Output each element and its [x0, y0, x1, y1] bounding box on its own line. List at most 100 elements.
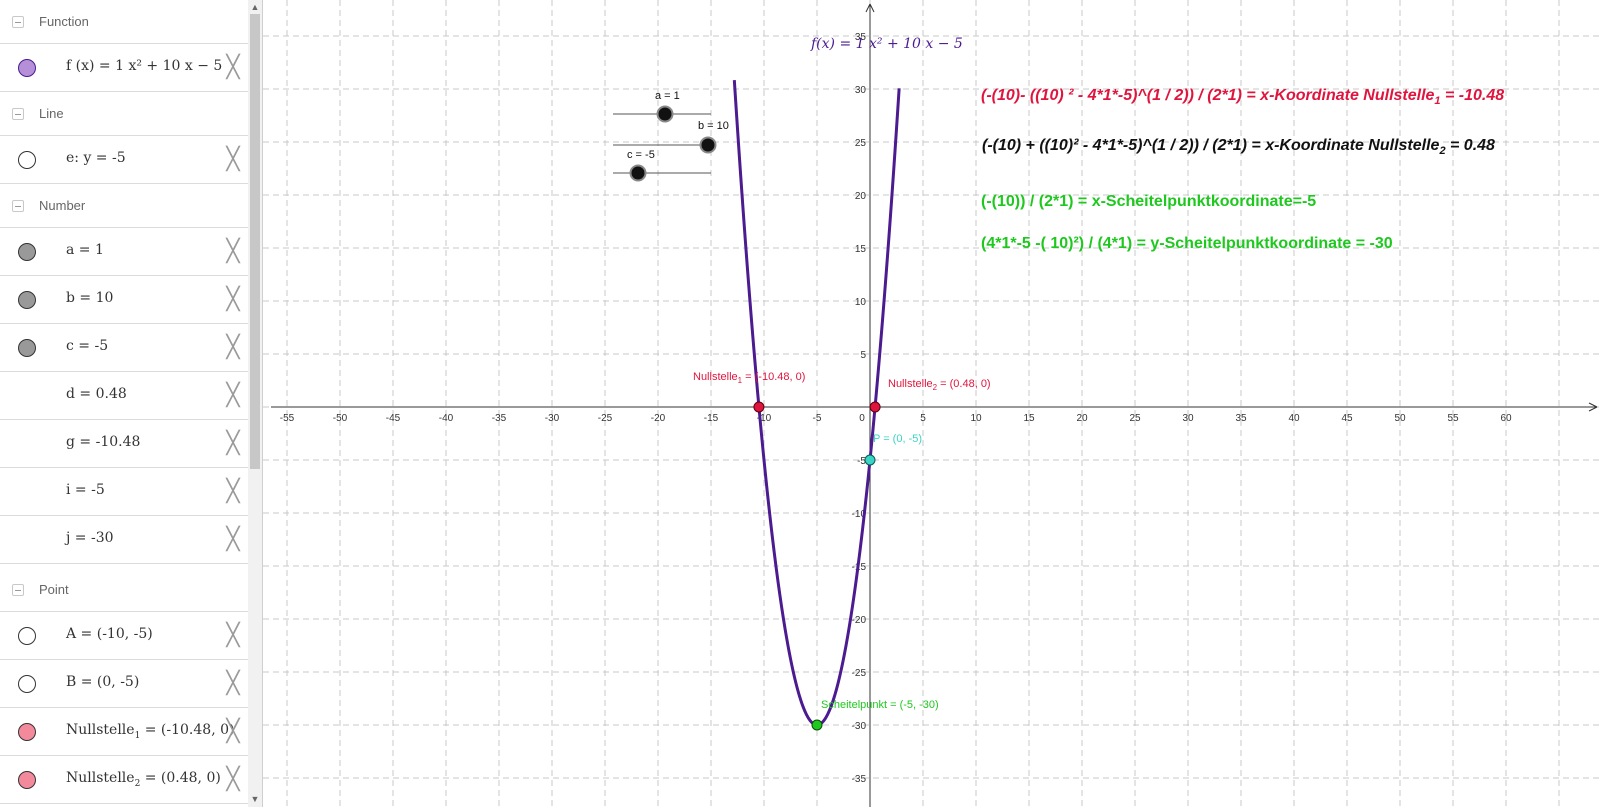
visibility-toggle[interactable] — [18, 243, 36, 261]
x-tick-label: 50 — [1394, 413, 1406, 424]
section-function[interactable]: Function — [0, 0, 248, 44]
section-title: Number — [39, 198, 86, 213]
row-label: a = 1 — [66, 242, 104, 258]
coordinate-plane[interactable]: -55 -50 -45 -40 -35 -30 -25 -20 -15 -10 -5 0 5 10 15 20… — [263, 0, 1600, 807]
scroll-down-icon[interactable]: ▼ — [250, 794, 260, 804]
y-tick-label: -25 — [852, 668, 867, 679]
x-tick-label: 45 — [1341, 413, 1353, 424]
x-tick-label: 20 — [1076, 413, 1088, 424]
section-number[interactable]: Number — [0, 184, 248, 228]
delete-icon[interactable]: ╳ — [226, 146, 240, 171]
delete-icon[interactable]: ╳ — [226, 430, 240, 455]
y-tick-label: -10 — [852, 509, 867, 520]
visibility-toggle[interactable] — [18, 723, 36, 741]
slider-c-label: c = -5 — [627, 149, 655, 161]
algebra-row-d[interactable]: d = 0.48 ╳ — [0, 372, 248, 420]
algebra-row-B[interactable]: B = (0, -5) ╳ — [0, 660, 248, 708]
row-label: c = -5 — [66, 338, 109, 354]
delete-icon[interactable]: ╳ — [226, 382, 240, 407]
delete-icon[interactable]: ╳ — [226, 286, 240, 311]
x-tick-label: 55 — [1447, 413, 1459, 424]
y-tick-label: 30 — [855, 85, 867, 96]
x-tick-label: 40 — [1288, 413, 1300, 424]
section-title: Line — [39, 106, 64, 121]
algebra-row-c[interactable]: c = -5 ╳ — [0, 324, 248, 372]
graphics-view[interactable]: -55 -50 -45 -40 -35 -30 -25 -20 -15 -10 -5 0 5 10 15 20… — [262, 0, 1600, 807]
point-p-label: P = (0, -5) — [873, 433, 922, 445]
slider-a-knob — [656, 105, 674, 123]
slider-b-label: b = 10 — [698, 120, 729, 132]
formula-nullstelle2: (-(10) + ((10)² - 4*1*-5)^(1 / 2)) / (2*… — [982, 137, 1495, 158]
row-label: Nullstelle1 = (-10.48, 0) — [66, 722, 235, 741]
visibility-toggle[interactable] — [18, 339, 36, 357]
y-tick-label: 25 — [855, 138, 867, 149]
row-label: e: y = -5 — [66, 150, 126, 166]
row-label: A = (-10, -5) — [66, 626, 153, 642]
slider-b-knob — [699, 136, 717, 154]
delete-icon[interactable]: ╳ — [226, 526, 240, 551]
x-axis-arrow-icon — [1588, 402, 1598, 412]
algebra-row-a[interactable]: a = 1 ╳ — [0, 228, 248, 276]
algebra-row-e[interactable]: e: y = -5 ╳ — [0, 136, 248, 184]
y-tick-label: 5 — [860, 350, 866, 361]
algebra-row-g[interactable]: g = -10.48 ╳ — [0, 420, 248, 468]
algebra-scrollbar[interactable]: ▲ ▼ — [248, 0, 262, 807]
collapse-icon[interactable] — [12, 584, 24, 596]
x-tick-label: 60 — [1500, 413, 1512, 424]
delete-icon[interactable]: ╳ — [226, 334, 240, 359]
visibility-toggle[interactable] — [18, 59, 36, 77]
algebra-row-b[interactable]: b = 10 ╳ — [0, 276, 248, 324]
delete-icon[interactable]: ╳ — [226, 766, 240, 791]
y-tick-label: -35 — [852, 774, 867, 785]
row-label: Nullstelle2 = (0.48, 0) — [66, 770, 221, 789]
delete-icon[interactable]: ╳ — [226, 670, 240, 695]
y-tick-label: -20 — [852, 615, 867, 626]
visibility-toggle[interactable] — [18, 771, 36, 789]
x-tick-label: -15 — [704, 413, 719, 424]
function-label: f(x) = 1 x² + 10 x − 5 — [810, 36, 963, 52]
delete-icon[interactable]: ╳ — [226, 54, 240, 79]
y-tick-label: -30 — [852, 721, 867, 732]
algebra-row-i[interactable]: i = -5 ╳ — [0, 468, 248, 516]
delete-icon[interactable]: ╳ — [226, 622, 240, 647]
section-line[interactable]: Line — [0, 92, 248, 136]
scroll-thumb[interactable] — [250, 14, 260, 469]
algebra-row-A[interactable]: A = (-10, -5) ╳ — [0, 612, 248, 660]
row-label: j = -30 — [66, 530, 114, 546]
delete-icon[interactable]: ╳ — [226, 718, 240, 743]
algebra-row-f[interactable]: f (x) = 1 x² + 10 x − 5 ╳ — [0, 44, 248, 92]
x-tick-label: -35 — [492, 413, 507, 424]
algebra-row-nullstelle2[interactable]: Nullstelle2 = (0.48, 0) ╳ — [0, 756, 248, 804]
row-label: B = (0, -5) — [66, 674, 140, 690]
visibility-toggle[interactable] — [18, 627, 36, 645]
visibility-toggle[interactable] — [18, 675, 36, 693]
collapse-icon[interactable] — [12, 200, 24, 212]
y-tick-label: -5 — [857, 456, 866, 467]
section-point[interactable]: Point — [0, 568, 248, 612]
section-title: Function — [39, 14, 89, 29]
x-tick-label: 5 — [920, 413, 926, 424]
x-tick-label: 35 — [1235, 413, 1247, 424]
x-tick-label: -50 — [333, 413, 348, 424]
x-tick-label: 30 — [1182, 413, 1194, 424]
y-tick-label: 15 — [855, 244, 867, 255]
row-label: i = -5 — [66, 482, 105, 498]
x-tick-label: -5 — [813, 413, 822, 424]
x-tick-label: 25 — [1129, 413, 1141, 424]
visibility-toggle[interactable] — [18, 291, 36, 309]
x-tick-label: -25 — [598, 413, 613, 424]
scheitelpunkt-label: Scheitelpunkt = (-5, -30) — [821, 699, 939, 711]
scroll-up-icon[interactable]: ▲ — [250, 2, 260, 12]
x-tick-label: 0 — [859, 413, 865, 424]
algebra-row-j[interactable]: j = -30 ╳ — [0, 516, 248, 564]
scheitelpunkt-point — [811, 719, 823, 731]
row-label: b = 10 — [66, 290, 114, 306]
slider-a-label: a = 1 — [655, 90, 680, 102]
nullstelle1-label: Nullstelle1 = (-10.48, 0) — [693, 371, 805, 385]
visibility-toggle[interactable] — [18, 151, 36, 169]
delete-icon[interactable]: ╳ — [226, 238, 240, 263]
collapse-icon[interactable] — [12, 16, 24, 28]
delete-icon[interactable]: ╳ — [226, 478, 240, 503]
algebra-row-nullstelle1[interactable]: Nullstelle1 = (-10.48, 0) ╳ — [0, 708, 248, 756]
collapse-icon[interactable] — [12, 108, 24, 120]
